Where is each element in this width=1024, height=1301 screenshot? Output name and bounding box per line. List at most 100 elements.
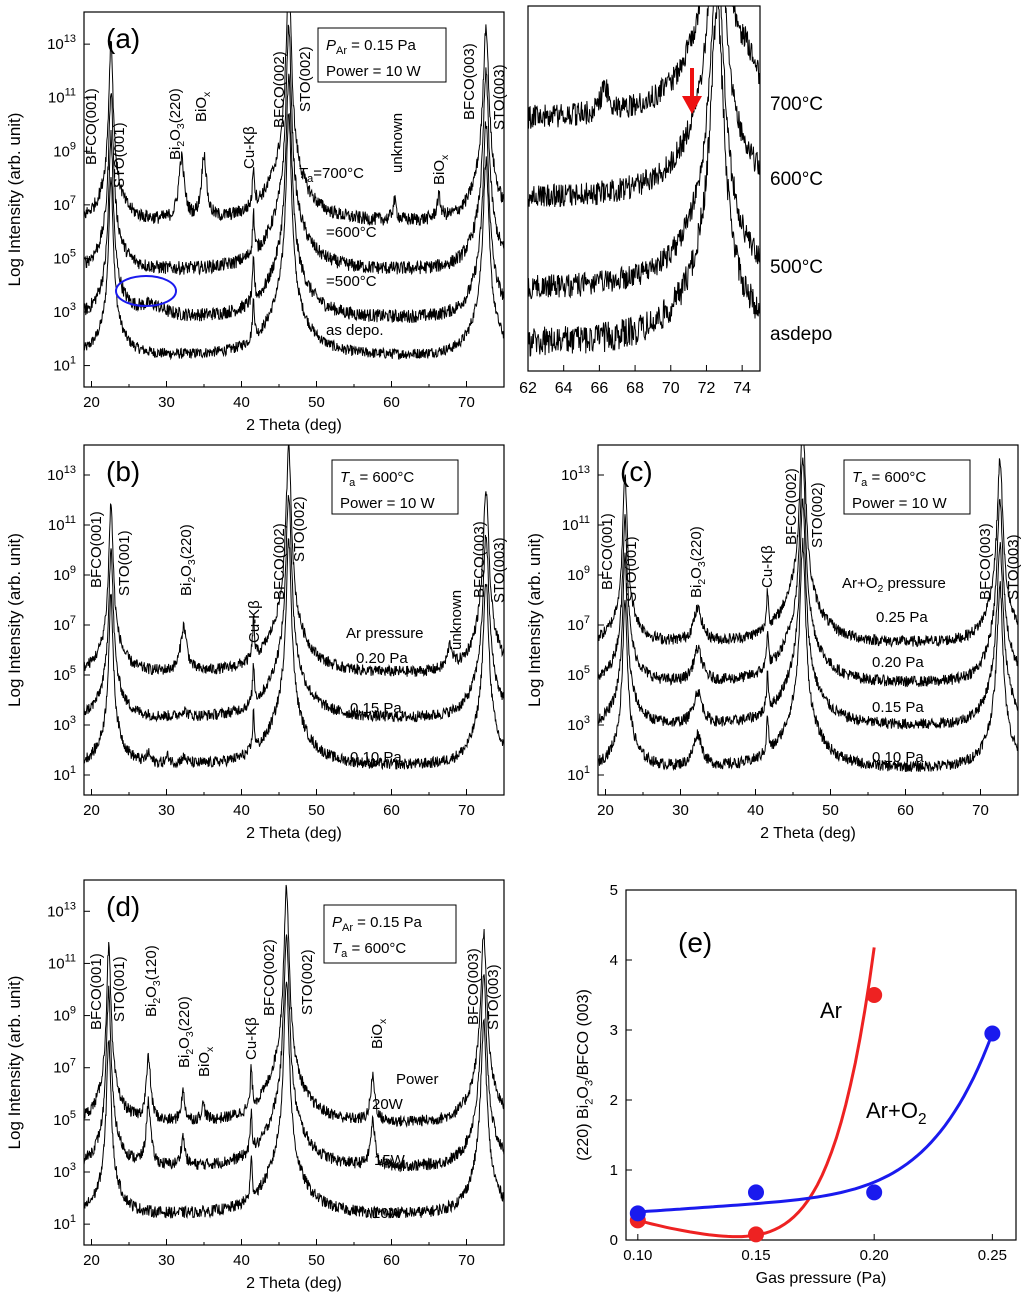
series-label: 0.25 Pa: [876, 609, 928, 626]
condition-box: [331, 459, 459, 515]
xrd-curve: [84, 884, 504, 1128]
y-tick-label: 103: [567, 714, 590, 734]
x-tick-label: 20: [83, 394, 100, 411]
x-tick-label: 70: [458, 1252, 475, 1269]
x-tick-label: 40: [233, 394, 250, 411]
data-point: [984, 1025, 1001, 1042]
condition-text: Ta = 600°C: [852, 469, 926, 489]
xrd-curve: [84, 538, 504, 771]
panel-label: (e): [678, 927, 712, 958]
series-label: as depo.: [326, 322, 384, 339]
data-point: [748, 1184, 764, 1201]
y-tick-label: 1011: [48, 514, 76, 534]
peak-label: Cu-Kβ: [241, 126, 258, 169]
y-tick-label: 109: [53, 140, 76, 160]
peak-label: BFCO(001): [88, 953, 105, 1030]
y-tick-label: 101: [53, 355, 76, 375]
fit-line: [637, 1032, 994, 1214]
peak-label: BFCO(002): [261, 939, 278, 1016]
peak-label: Bi2O3(220): [167, 88, 187, 160]
peak-label: Cu-Kβ: [243, 1017, 260, 1060]
peak-label: Bi2O3(220): [688, 526, 708, 598]
peak-label: STO(003): [485, 964, 502, 1030]
x-tick-label: 62: [519, 380, 537, 397]
series-label: 600°C: [770, 169, 823, 190]
x-tick-label: 0.20: [860, 1247, 889, 1264]
x-tick-label: 74: [733, 380, 751, 397]
x-tick-label: 40: [747, 802, 764, 819]
series-label: Ar: [820, 998, 842, 1023]
plot-frame: [83, 879, 505, 1246]
y-tick-label: 105: [53, 664, 76, 684]
condition-text: Ta = 600°C: [340, 469, 414, 489]
peak-label: STO(003): [1005, 534, 1022, 600]
x-tick-label: 40: [233, 1252, 250, 1269]
series-label: 0.10 Pa: [872, 749, 924, 766]
condition-text: Ta = 600°C: [332, 940, 406, 960]
peak-label: STO(002): [297, 46, 314, 112]
y-tick-label: 101: [53, 764, 76, 784]
x-tick-label: 20: [83, 802, 100, 819]
peak-label: BFCO(001): [599, 513, 616, 590]
y-tick-label: 1: [610, 1162, 618, 1179]
peak-label: BFCO(003): [465, 948, 482, 1025]
y-axis-label: Log Intensity (arb. unit): [525, 533, 544, 707]
xrd-curve: [84, 445, 504, 677]
x-tick-label: 30: [158, 802, 175, 819]
xrd-curve: [84, 12, 504, 226]
panel-a: 20 30 40 50 60 70 101 103 105 107 109 1011 1013 2 The…: [5, 11, 508, 434]
xrd-curve: [84, 981, 504, 1220]
peak-label: STO(002): [809, 482, 826, 548]
x-tick-label: 30: [158, 1252, 175, 1269]
y-tick-label: 101: [567, 764, 590, 784]
data-point: [629, 1205, 646, 1222]
peak-label: Bi2O3(120): [143, 945, 163, 1017]
y-tick-label: 109: [53, 564, 76, 584]
series-label: 15W: [374, 1152, 406, 1169]
y-axis-label: (220) Bi2O3/BFCO (003): [575, 989, 595, 1161]
curves: [598, 445, 1018, 772]
y-tick-label: 4: [610, 952, 618, 969]
plot-frame: [625, 889, 1017, 1241]
peak-label: STO(001): [111, 956, 128, 1022]
peak-label: BFCO(003): [977, 523, 994, 600]
y-tick-label: 0: [610, 1232, 618, 1249]
x-tick-label: 60: [383, 394, 400, 411]
condition-text: Power = 10 W: [326, 63, 421, 80]
peak-label: BFCO(002): [783, 468, 800, 545]
y-tick-label: 101: [53, 1213, 76, 1233]
x-axis-label: 2 Theta (deg): [246, 417, 342, 434]
xrd-curve: [528, 6, 760, 129]
peak-label: Bi2O3(220): [178, 524, 198, 596]
x-tick-label: 50: [822, 802, 839, 819]
series-label: Ar+O2: [866, 1098, 927, 1128]
xrd-curve: [84, 113, 504, 361]
condition-box: [843, 459, 971, 515]
x-tick-label: 20: [597, 802, 614, 819]
peak-label: STO(003): [491, 64, 508, 130]
x-tick-label: 30: [158, 394, 175, 411]
condition-text: Power = 10 W: [852, 495, 947, 512]
x-tick-label: 60: [897, 802, 914, 819]
series-label: 20W: [372, 1096, 404, 1113]
panel-zoom: 62 64 66 68 70 72 74 asdepo 500°C 600°C 700°C: [519, 5, 832, 397]
red-arrow-head: [682, 96, 702, 114]
x-tick-label: 20: [83, 1252, 100, 1269]
series-label: 500°C: [770, 257, 823, 278]
series-label: asdepo: [770, 324, 832, 345]
peak-label: unknown: [389, 113, 406, 173]
peak-label: STO(001): [111, 122, 128, 188]
x-tick-label: 60: [383, 802, 400, 819]
y-tick-label: 105: [53, 247, 76, 267]
xrd-curve: [528, 6, 760, 300]
panel-label: (c): [620, 456, 653, 487]
x-tick-label: 30: [672, 802, 689, 819]
y-tick-label: 107: [53, 194, 76, 214]
series-label: =500°C: [326, 273, 377, 290]
y-axis-label: Log Intensity (arb. unit): [5, 976, 24, 1150]
x-tick-label: 50: [308, 1252, 325, 1269]
plot-frame: [83, 444, 505, 796]
series-title: Power: [396, 1071, 439, 1088]
x-tick-label: 50: [308, 802, 325, 819]
